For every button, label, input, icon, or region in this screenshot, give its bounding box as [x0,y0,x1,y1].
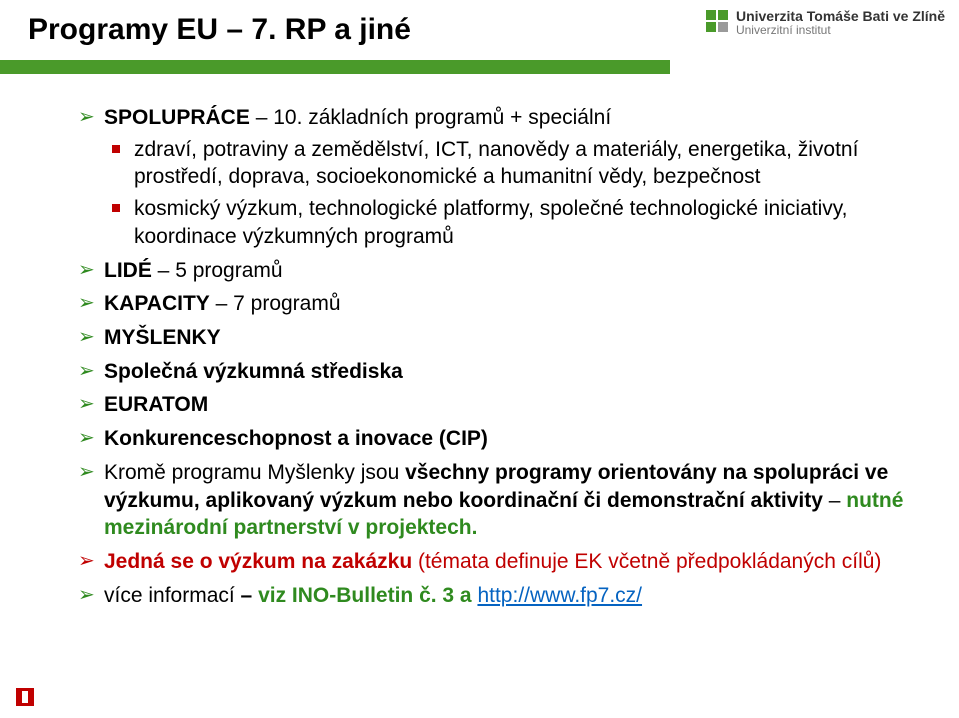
list-item: EURATOM [78,391,919,419]
text-part: (témata definuje EK včetně předpokládaný… [418,550,881,573]
item-label: EURATOM [104,393,208,416]
text-part: – [241,584,259,607]
list-item: Kromě programu Myšlenky jsou všechny pro… [78,459,919,542]
list-item: SPOLUPRÁCE – 10. základních programů + s… [78,104,919,251]
item-rest: – 7 programů [210,292,341,315]
link[interactable]: http://www.fp7.cz/ [477,584,642,607]
list-item: MYŠLENKY [78,324,919,352]
slide-header: Programy EU – 7. RP a jiné Univerzita To… [0,0,959,74]
text-part: Jedná se o výzkum na zakázku [104,550,418,573]
logo-line-1: Univerzita Tomáše Bati ve Zlíně [736,8,945,24]
logo-text: Univerzita Tomáše Bati ve Zlíně Univerzi… [736,8,945,38]
item-label: LIDÉ [104,259,152,282]
item-label: Konkurenceschopnost a inovace (CIP) [104,427,488,450]
page-title: Programy EU – 7. RP a jiné [28,13,411,47]
university-logo: Univerzita Tomáše Bati ve Zlíně Univerzi… [706,8,945,38]
list-item: KAPACITY – 7 programů [78,290,919,318]
list-item: Jedná se o výzkum na zakázku (témata def… [78,548,919,576]
footer-logo-icon [16,688,34,706]
item-label: MYŠLENKY [104,326,221,349]
list-item: Konkurenceschopnost a inovace (CIP) [78,425,919,453]
list-item: LIDÉ – 5 programů [78,257,919,285]
item-label: SPOLUPRÁCE [104,106,250,129]
title-bar: Programy EU – 7. RP a jiné [0,0,670,60]
text-part: Kromě programu Myšlenky jsou [104,461,405,484]
slide-body: SPOLUPRÁCE – 10. základních programů + s… [0,74,959,610]
sub-list: zdraví, potraviny a zemědělství, ICT, na… [112,136,919,251]
logo-line-2: Univerzitní institut [736,24,945,38]
logo-icon [706,10,728,32]
list-item: Společná výzkumná střediska [78,358,919,386]
list-item: více informací – viz INO-Bulletin č. 3 a… [78,582,919,610]
item-label: Společná výzkumná střediska [104,360,403,383]
title-accent-stripe [0,60,670,74]
text-part: viz INO-Bulletin č. 3 a [258,584,477,607]
bullet-list: SPOLUPRÁCE – 10. základních programů + s… [78,104,919,610]
text-part: – [823,489,846,512]
item-rest: – 5 programů [152,259,283,282]
item-rest: – 10. základních programů + speciální [250,106,611,129]
item-label: KAPACITY [104,292,210,315]
sub-item: zdraví, potraviny a zemědělství, ICT, na… [112,136,919,191]
text-part: více informací [104,584,241,607]
sub-item: kosmický výzkum, technologické platformy… [112,195,919,250]
